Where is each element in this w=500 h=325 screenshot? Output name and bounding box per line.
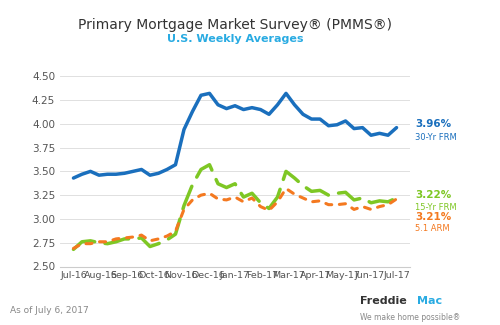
Text: Primary Mortgage Market Survey® (PMMS®): Primary Mortgage Market Survey® (PMMS®): [78, 18, 392, 32]
Text: 5.1 ARM: 5.1 ARM: [415, 224, 450, 233]
Text: 3.22%: 3.22%: [415, 190, 451, 200]
Text: We make home possible®: We make home possible®: [360, 313, 460, 322]
Text: 30-Yr FRM: 30-Yr FRM: [415, 133, 457, 142]
Text: 3.21%: 3.21%: [415, 212, 451, 222]
Text: U.S. Weekly Averages: U.S. Weekly Averages: [167, 34, 303, 44]
Text: As of July 6, 2017: As of July 6, 2017: [10, 306, 89, 315]
Text: 3.96%: 3.96%: [415, 119, 451, 129]
Text: Freddie: Freddie: [360, 295, 407, 306]
Text: 15-Yr FRM: 15-Yr FRM: [415, 203, 457, 212]
Text: Mac: Mac: [418, 295, 442, 306]
